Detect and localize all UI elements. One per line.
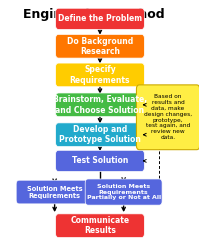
FancyBboxPatch shape [56, 63, 144, 87]
FancyBboxPatch shape [56, 35, 144, 58]
FancyBboxPatch shape [56, 123, 144, 147]
Text: Specify
Requirements: Specify Requirements [70, 65, 130, 85]
FancyBboxPatch shape [85, 179, 162, 205]
FancyBboxPatch shape [16, 180, 93, 204]
Text: Solution Meets
Requirements: Solution Meets Requirements [27, 185, 82, 199]
Text: Solution Meets
Requirements
Partially or Not at All: Solution Meets Requirements Partially or… [87, 184, 161, 200]
Text: Engineering Method: Engineering Method [23, 8, 165, 21]
FancyBboxPatch shape [56, 93, 144, 117]
FancyBboxPatch shape [56, 150, 144, 171]
Text: Brainstorm, Evaluate,
and Choose Solution: Brainstorm, Evaluate, and Choose Solutio… [53, 95, 147, 114]
Text: Define the Problem: Define the Problem [58, 14, 142, 23]
FancyBboxPatch shape [56, 8, 144, 29]
FancyBboxPatch shape [136, 85, 200, 150]
Text: Based on
results and
data, make
design changes,
prototype,
test again, and
revie: Based on results and data, make design c… [144, 94, 192, 140]
Text: Do Background
Research: Do Background Research [67, 37, 133, 56]
Text: Communicate
Results: Communicate Results [70, 216, 130, 235]
Text: Develop and
Prototype Solution: Develop and Prototype Solution [59, 125, 141, 144]
Text: Test Solution: Test Solution [72, 156, 128, 165]
FancyBboxPatch shape [56, 214, 144, 238]
